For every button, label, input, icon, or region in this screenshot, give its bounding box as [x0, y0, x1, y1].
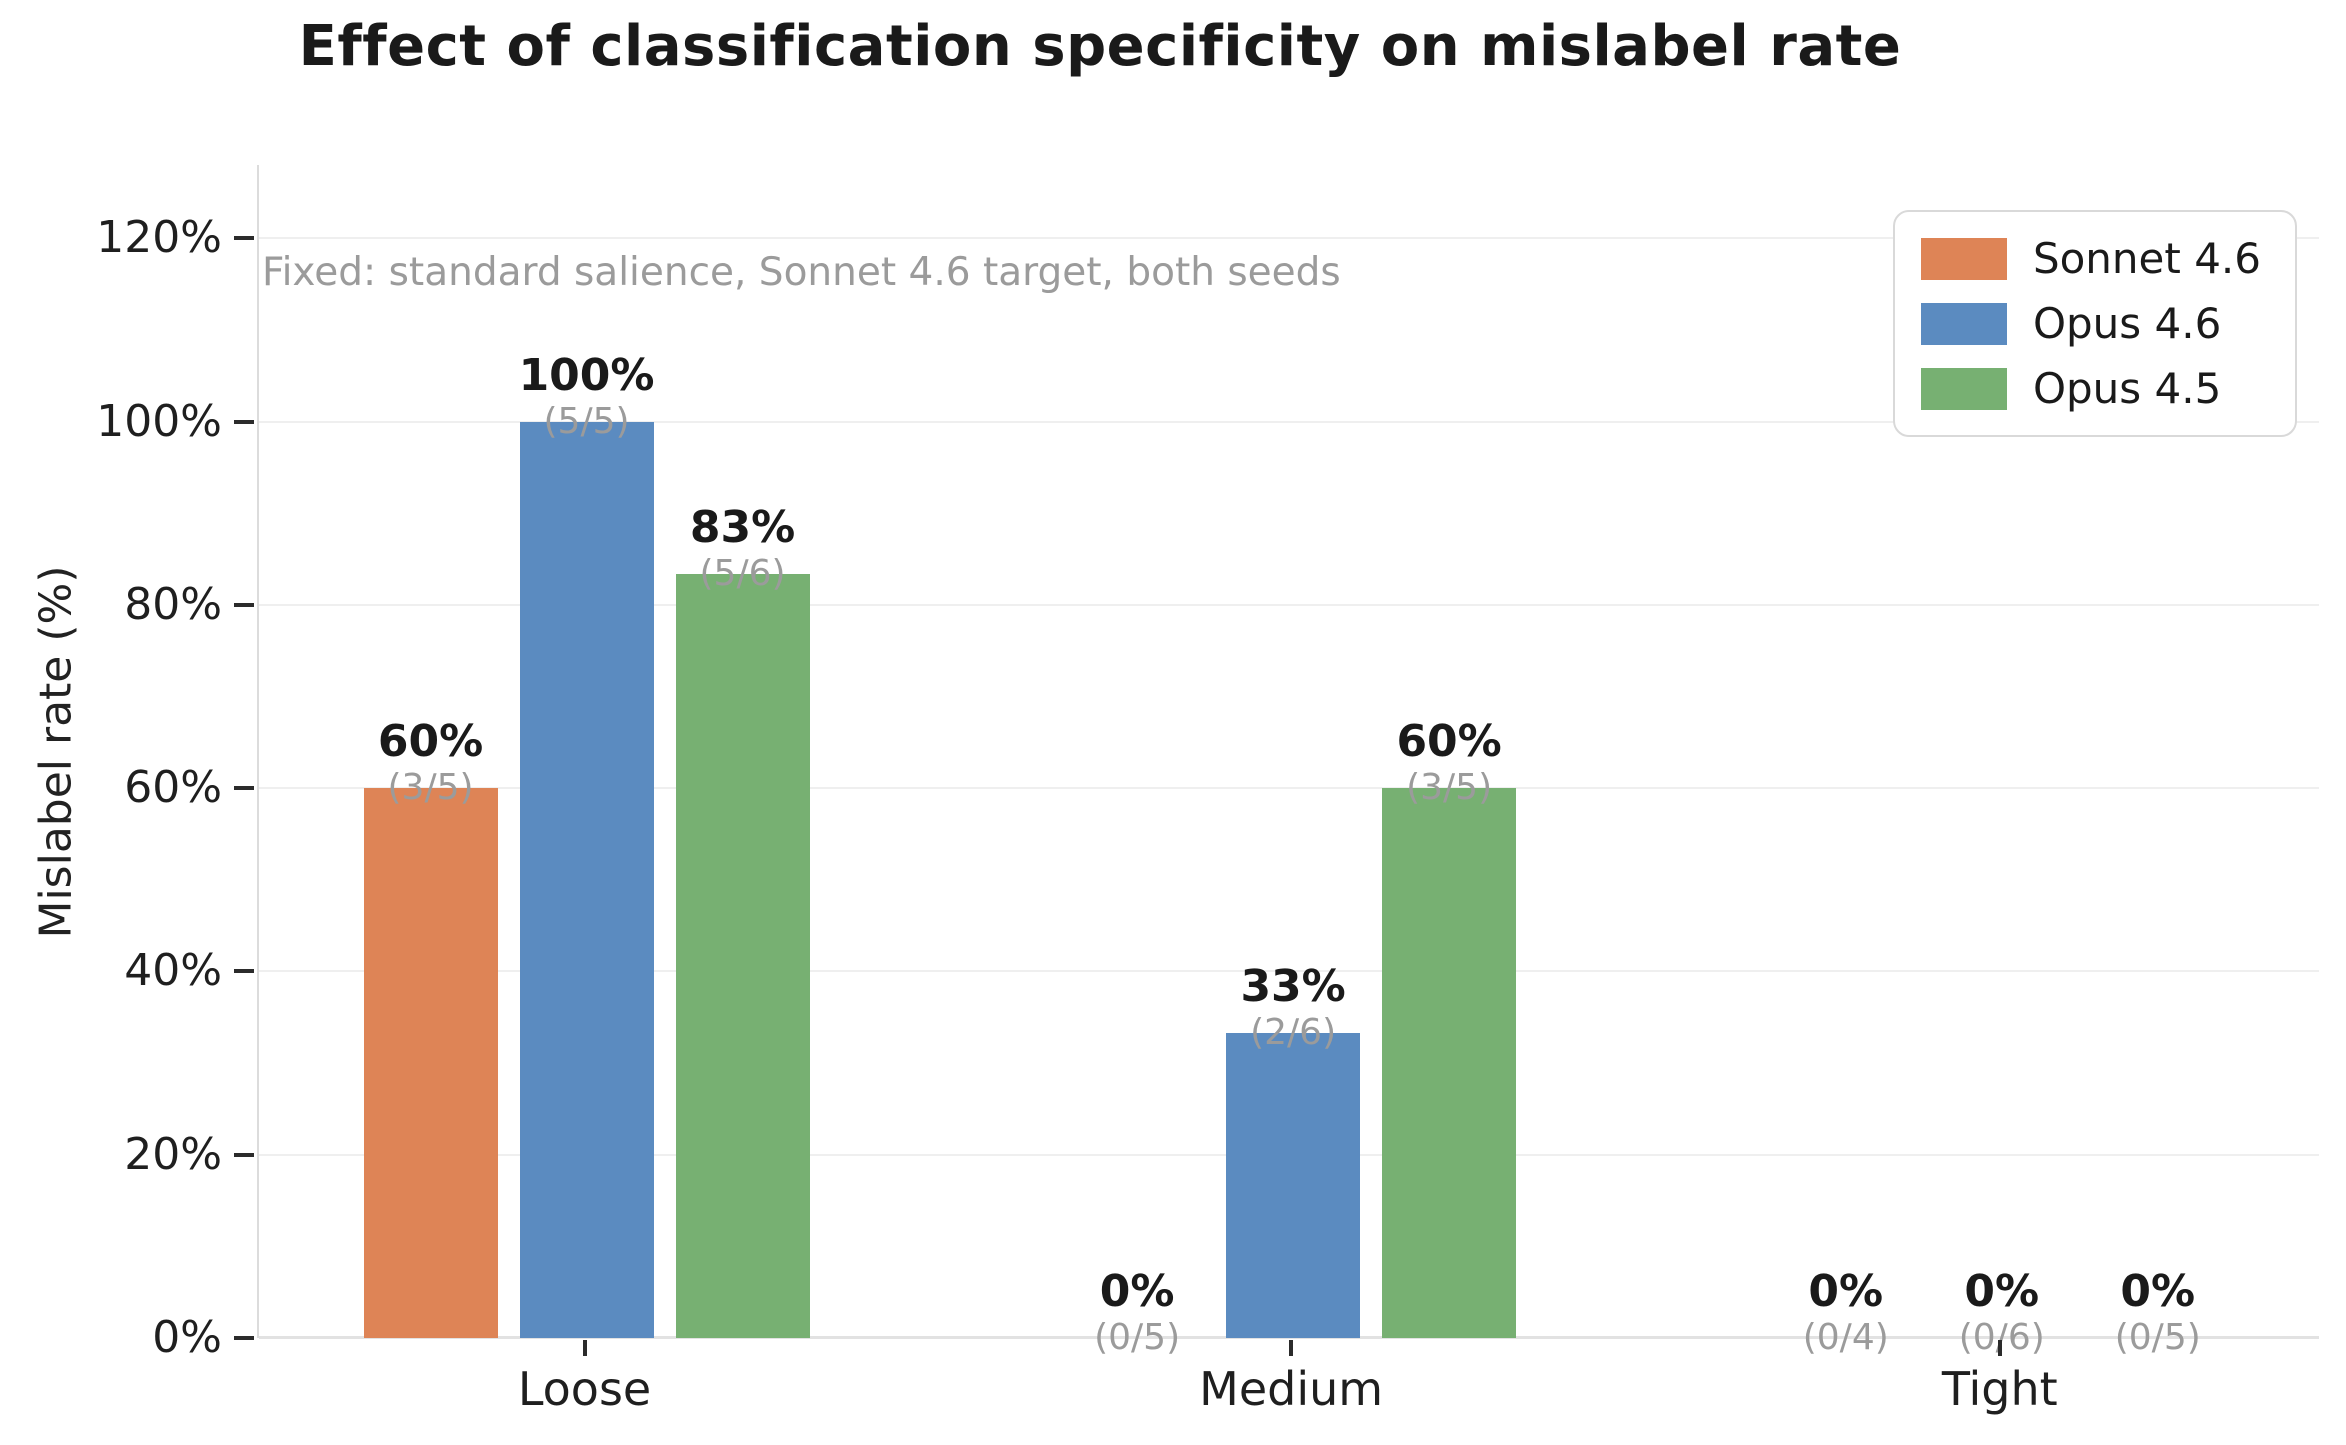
y-tick-label: 0% [152, 1312, 222, 1363]
value-text: 0% [1808, 1266, 1884, 1317]
gridline-60 [259, 787, 2319, 790]
bar-value-label: 0% (0/6) [1959, 1267, 2045, 1359]
count-text: (0/5) [1094, 1317, 1181, 1358]
bar-value-label: 0% (0/4) [1803, 1267, 1889, 1359]
value-text: 0% [1964, 1266, 2040, 1317]
y-tick-mark [234, 969, 254, 974]
count-text: (2/6) [1250, 1011, 1337, 1053]
y-tick-mark [234, 1152, 254, 1157]
count-text: (0/5) [2114, 1317, 2201, 1358]
gridline-80 [259, 603, 2319, 606]
bar-value-label: 100% (5/5) [518, 349, 655, 443]
bar-value-label: 0% (0/5) [2115, 1267, 2201, 1359]
legend-label: Sonnet 4.6 [2032, 234, 2261, 283]
bar-value-label: 60% (3/5) [378, 717, 483, 809]
plot-area: 60% (3/5) 100% (5/5) 83% (5/6) 0% (0/5) 33% (2/6)… [257, 165, 2319, 1359]
value-text: 33% [1240, 960, 1346, 1012]
y-tick-label: 120% [96, 212, 222, 264]
x-tick-mark [582, 1340, 587, 1356]
x-tick-label-loose: Loose [517, 1362, 652, 1416]
legend-label: Opus 4.5 [2032, 364, 2222, 413]
legend-item-opus46: Opus 4.6 [1920, 299, 2261, 348]
legend-item-opus45: Opus 4.5 [1920, 364, 2261, 413]
chart-title: Effect of classification specificity on … [298, 14, 1902, 79]
value-text: 60% [377, 716, 484, 768]
y-tick-label: 100% [96, 395, 222, 447]
y-tick-mark [234, 236, 254, 241]
bar-group-loose: 60% (3/5) 100% (5/5) 83% (5/6) [363, 165, 810, 1338]
count-text: (0/6) [1958, 1317, 2045, 1358]
annotation-text: Fixed: standard salience, Sonnet 4.6 tar… [262, 250, 1341, 295]
gridline-120 [259, 237, 2319, 240]
legend-swatch [1920, 237, 2007, 280]
y-tick-label: 60% [124, 762, 222, 814]
bar-opus46-loose: 100% (5/5) [519, 350, 655, 1338]
x-tick-mark [1997, 1340, 2002, 1356]
y-tick-mark [234, 419, 254, 424]
y-tick-label: 40% [124, 945, 222, 997]
count-text: (0/4) [1802, 1317, 1889, 1358]
gridline-40 [259, 970, 2319, 973]
bar-value-label: 60% (3/5) [1396, 717, 1501, 809]
value-text: 0% [1099, 1266, 1175, 1317]
y-tick-mark [234, 602, 254, 607]
bar-value-label: 0% (0/5) [1094, 1267, 1180, 1359]
bar-opus46-medium: 33% (2/6) [1226, 961, 1361, 1338]
value-text: 0% [2120, 1266, 2196, 1317]
y-tick-mark [234, 786, 254, 791]
x-tick-label-medium: Medium [1199, 1362, 1384, 1416]
count-text: (5/6) [699, 553, 786, 595]
x-tick-label-tight: Tight [1941, 1362, 2058, 1416]
value-text: 83% [689, 502, 796, 554]
legend-swatch [1920, 367, 2007, 410]
count-text: (3/5) [1406, 767, 1493, 809]
count-text: (5/5) [543, 400, 630, 442]
y-tick-mark [234, 1336, 254, 1340]
bar-group-tight: 0% (0/4) 0% (0/6) 0% (0/5) [1779, 165, 2225, 1359]
bar-sonnet46-loose: 60% (3/5) [363, 717, 498, 1338]
legend-item-sonnet46: Sonnet 4.6 [1920, 234, 2261, 283]
count-text: (3/5) [387, 767, 474, 809]
gridline-100 [259, 420, 2319, 423]
bar-opus45-loose: 83% (5/6) [675, 503, 810, 1338]
legend-swatch [1920, 302, 2007, 345]
bar-opus45-medium: 60% (3/5) [1382, 717, 1517, 1338]
y-tick-label: 20% [124, 1128, 222, 1180]
bar-value-label: 83% (5/6) [690, 503, 795, 595]
legend: Sonnet 4.6 Opus 4.6 Opus 4.5 [1892, 210, 2297, 437]
value-text: 100% [518, 349, 655, 401]
y-tick-label: 80% [124, 578, 222, 630]
bar-group-medium: 0% (0/5) 33% (2/6) 60% (3/5) [1070, 165, 1517, 1358]
value-text: 60% [1396, 716, 1502, 768]
x-tick-mark [1289, 1340, 1294, 1356]
legend-label: Opus 4.6 [2032, 299, 2222, 348]
bar-value-label: 33% (2/6) [1240, 960, 1346, 1054]
